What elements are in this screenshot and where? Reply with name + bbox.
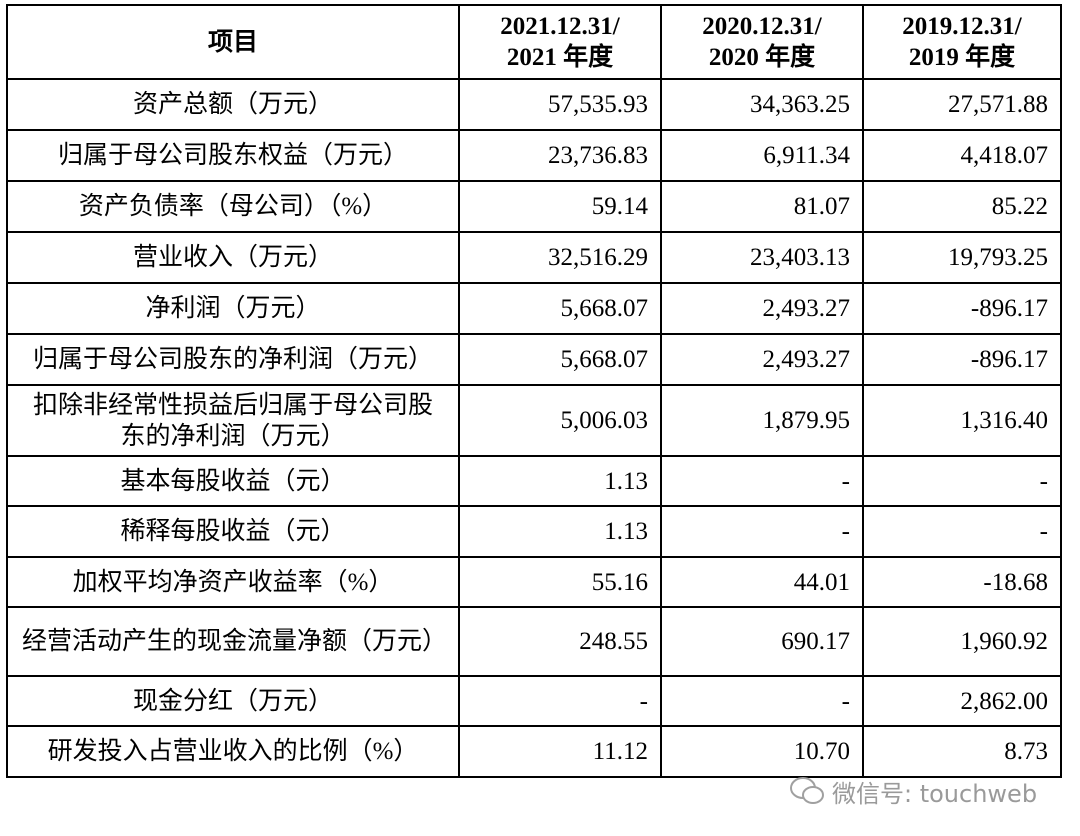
row-label: 净利润（万元） (6, 282, 460, 335)
value-cell: 6,911.34 (660, 129, 864, 182)
value-cell: 5,668.07 (458, 333, 662, 386)
value-cell: 57,535.93 (458, 78, 662, 131)
financial-table: 项目 2021.12.31/2021 年度 2020.12.31/2020 年度 2… (6, 4, 1062, 778)
table-row: 资产总额（万元） 57,535.93 34,363.25 27,571.88 (6, 78, 1062, 131)
header-line: 2020 年度 (708, 44, 816, 71)
value-cell: 4,418.07 (862, 129, 1062, 182)
row-label: 归属于母公司股东的净利润（万元） (6, 333, 460, 386)
value-cell: 1.13 (458, 505, 662, 558)
value-cell: 32,516.29 (458, 231, 662, 284)
header-line: 2019 年度 (908, 44, 1016, 71)
row-label: 稀释每股收益（元） (6, 505, 460, 558)
value-cell: 1.13 (458, 455, 662, 507)
value-cell: 5,668.07 (458, 282, 662, 335)
table-row: 扣除非经常性损益后归属于母公司股东的净利润（万元） 5,006.03 1,879.9… (6, 384, 1062, 457)
value-cell: 690.17 (660, 606, 864, 677)
table-row: 加权平均净资产收益率（%） 55.16 44.01 -18.68 (6, 556, 1062, 608)
value-cell: 85.22 (862, 180, 1062, 233)
row-label: 基本每股收益（元） (6, 455, 460, 507)
value-cell: 55.16 (458, 556, 662, 608)
header-cell: 2021.12.31/2021 年度 (458, 4, 662, 80)
value-cell: 10.70 (660, 725, 864, 778)
table-row: 现金分红（万元） - -2,862.00 (6, 675, 1062, 727)
value-cell: 2,493.27 (660, 282, 864, 335)
value-cell: - (458, 675, 662, 727)
value-cell: 1,316.40 (862, 384, 1062, 457)
value-cell: -896.17 (862, 282, 1062, 335)
row-label: 营业收入（万元） (6, 231, 460, 284)
row-label: 现金分红（万元） (6, 675, 460, 727)
value-cell: 27,571.88 (862, 78, 1062, 131)
header-row: 项目 2021.12.31/2021 年度 2020.12.31/2020 年度 2… (6, 4, 1062, 80)
row-label: 加权平均净资产收益率（%） (6, 556, 460, 608)
wechat-icon (790, 777, 824, 804)
row-label: 资产负债率（母公司）（%） (6, 180, 460, 233)
row-label: 经营活动产生的现金流量净额（万元） (6, 606, 460, 677)
header-cell: 2019.12.31/2019 年度 (862, 4, 1062, 80)
value-cell: 11.12 (458, 725, 662, 778)
header-cell: 2020.12.31/2020 年度 (660, 4, 864, 80)
row-label: 资产总额（万元） (6, 78, 460, 131)
value-cell: - (660, 675, 864, 727)
watermark-text: 微信号: touchweb (832, 779, 1038, 808)
value-cell: 81.07 (660, 180, 864, 233)
value-cell: 1,960.92 (862, 606, 1062, 677)
table-row: 基本每股收益（元） 1.13- - (6, 455, 1062, 507)
value-cell: 59.14 (458, 180, 662, 233)
value-cell: 19,793.25 (862, 231, 1062, 284)
value-cell: 23,736.83 (458, 129, 662, 182)
header-line: 2020.12.31/ (702, 13, 822, 40)
row-label: 扣除非经常性损益后归属于母公司股东的净利润（万元） (6, 384, 460, 457)
value-cell: 2,862.00 (862, 675, 1062, 727)
value-cell: 23,403.13 (660, 231, 864, 284)
value-cell: 44.01 (660, 556, 864, 608)
value-cell: 8.73 (862, 725, 1062, 778)
table-row: 研发投入占营业收入的比例（%） 11.12 10.70 8.73 (6, 725, 1062, 778)
row-label: 归属于母公司股东权益（万元） (6, 129, 460, 182)
value-cell: 2,493.27 (660, 333, 864, 386)
value-cell: 5,006.03 (458, 384, 662, 457)
header-line: 2021.12.31/ (500, 13, 620, 40)
value-cell: - (660, 455, 864, 507)
table-row: 稀释每股收益（元） 1.13- - (6, 505, 1062, 558)
header-line: 2019.12.31/ (902, 13, 1022, 40)
table-row: 营业收入（万元） 32,516.29 23,403.13 19,793.25 (6, 231, 1062, 284)
header-cell: 项目 (6, 4, 460, 80)
table-row: 经营活动产生的现金流量净额（万元） 248.55 690.17 1,960.92 (6, 606, 1062, 677)
value-cell: - (862, 505, 1062, 558)
table-row: 归属于母公司股东权益（万元） 23,736.83 6,911.34 4,418.07 (6, 129, 1062, 182)
table-row: 资产负债率（母公司）（%） 59.14 81.07 85.22 (6, 180, 1062, 233)
value-cell: 34,363.25 (660, 78, 864, 131)
table-row: 净利润（万元） 5,668.07 2,493.27 -896.17 (6, 282, 1062, 335)
value-cell: -896.17 (862, 333, 1062, 386)
value-cell: 248.55 (458, 606, 662, 677)
value-cell: 1,879.95 (660, 384, 864, 457)
value-cell: - (862, 455, 1062, 507)
value-cell: -18.68 (862, 556, 1062, 608)
table-row: 归属于母公司股东的净利润（万元） 5,668.07 2,493.27 -896.17 (6, 333, 1062, 386)
value-cell: - (660, 505, 864, 558)
header-line: 2021 年度 (506, 44, 614, 71)
row-label: 研发投入占营业收入的比例（%） (6, 725, 460, 778)
watermark: 微信号: touchweb (790, 774, 1037, 808)
